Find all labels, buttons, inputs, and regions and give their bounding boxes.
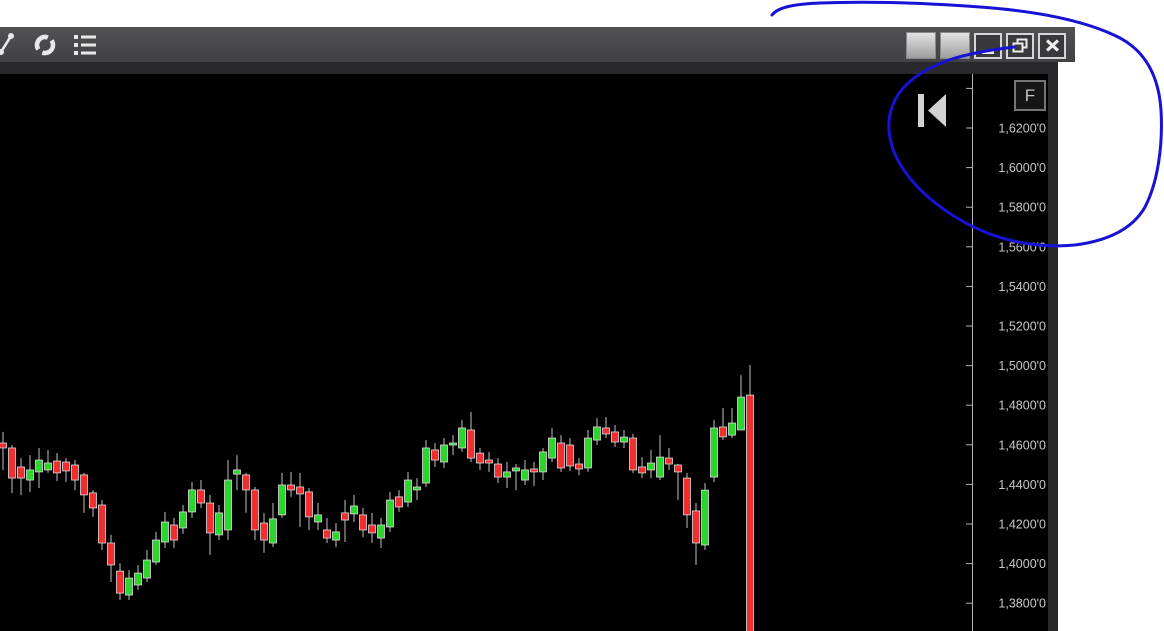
chart-shift-marker-icon[interactable] bbox=[918, 94, 948, 132]
svg-text:1,4000'0: 1,4000'0 bbox=[998, 557, 1046, 571]
svg-text:1,3800'0: 1,3800'0 bbox=[998, 597, 1046, 611]
restore-icon bbox=[1012, 38, 1027, 53]
svg-text:1,4400'0: 1,4400'0 bbox=[998, 478, 1046, 492]
svg-text:1,6000'0: 1,6000'0 bbox=[998, 161, 1046, 175]
minimize-button[interactable] bbox=[974, 32, 1002, 59]
svg-text:1,4600'0: 1,4600'0 bbox=[998, 438, 1046, 452]
svg-text:1,5400'0: 1,5400'0 bbox=[998, 280, 1046, 294]
chart-canvas[interactable]: 1,6200'0 1,6000'0 1,5800'0 1,5600'0 1,5400'0… bbox=[0, 74, 1048, 631]
svg-text:1,5000'0: 1,5000'0 bbox=[998, 359, 1046, 373]
window-controls bbox=[906, 32, 1066, 59]
svg-text:1,4200'0: 1,4200'0 bbox=[998, 518, 1046, 532]
ring-icon[interactable] bbox=[32, 32, 58, 58]
svg-text:1,4800'0: 1,4800'0 bbox=[998, 399, 1046, 413]
minimize-icon bbox=[982, 50, 994, 54]
svg-text:1,5200'0: 1,5200'0 bbox=[998, 320, 1046, 334]
svg-text:1,5800'0: 1,5800'0 bbox=[998, 201, 1046, 215]
f-button[interactable]: F bbox=[1014, 80, 1046, 111]
chart-svg: 1,6200'0 1,6000'0 1,5800'0 1,5600'0 1,5400'0… bbox=[0, 74, 1046, 631]
close-icon bbox=[1045, 39, 1059, 52]
blank-button-1[interactable] bbox=[906, 32, 936, 59]
titlebar[interactable] bbox=[0, 27, 1075, 62]
chart-window: 1,6200'0 1,6000'0 1,5800'0 1,5600'0 1,5400'0… bbox=[0, 62, 1058, 631]
restore-button[interactable] bbox=[1006, 32, 1034, 59]
svg-text:1,5600'0: 1,5600'0 bbox=[998, 240, 1046, 254]
close-button[interactable] bbox=[1038, 32, 1066, 59]
svg-text:1,6200'0: 1,6200'0 bbox=[998, 122, 1046, 136]
blank-button-2[interactable] bbox=[940, 32, 970, 59]
polyline-icon[interactable] bbox=[0, 32, 18, 58]
list-icon[interactable] bbox=[72, 32, 98, 58]
toolbar-icon-group bbox=[0, 32, 98, 58]
